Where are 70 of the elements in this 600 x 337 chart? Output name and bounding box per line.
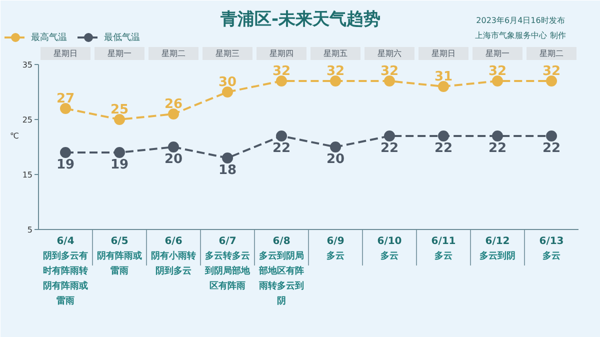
data-label: 26 — [164, 97, 183, 112]
point — [168, 108, 179, 120]
x-tick-label: 6/7 多云转多云到阴局部地区有阵雨 — [204, 236, 251, 292]
text: 星期四 — [270, 49, 294, 58]
x-tick-label: 6/10 多云 — [377, 236, 402, 262]
point — [60, 103, 71, 114]
legend-label: 最高气温 — [31, 32, 67, 44]
point — [222, 86, 233, 98]
text: 星期二 — [540, 49, 564, 58]
x-tick-label: 6/6 阴有小雨转阴到多云 — [151, 236, 196, 276]
text: 星期二 — [162, 49, 186, 58]
x-tick-label: 6/4 阴到多云有时有阵雨转阴有阵雨或雷雨 — [43, 236, 88, 306]
point — [114, 114, 125, 125]
x-tick-label: 6/5 阴有阵雨或雷雨 — [97, 236, 142, 276]
data-label: 27 — [56, 92, 75, 106]
x-tick-label: 6/12 多云到阴 — [480, 236, 516, 262]
data-label: 30 — [218, 75, 237, 90]
y-axis-title: ℃ — [10, 132, 20, 140]
text: 星期日 — [54, 49, 78, 58]
point — [384, 130, 395, 142]
y-tick-label: 25 — [22, 116, 33, 124]
point — [546, 76, 557, 86]
text: 星期一 — [108, 49, 132, 58]
point — [438, 130, 449, 142]
text: 上海市气象服务中心 制作 — [475, 31, 566, 40]
data-label: 22 — [434, 141, 453, 156]
data-label: 32 — [272, 64, 291, 79]
text: 星期日 — [432, 49, 456, 58]
point — [492, 130, 503, 142]
point — [276, 76, 287, 86]
point — [276, 130, 287, 142]
data-label: 19 — [110, 158, 129, 172]
text: 星期五 — [324, 49, 348, 58]
data-label: 31 — [434, 70, 453, 84]
point — [384, 76, 395, 86]
point — [168, 142, 179, 152]
data-label: 22 — [542, 141, 561, 156]
chart-title: 青浦区-未来天气趋势 — [219, 10, 381, 30]
point — [330, 142, 341, 152]
data-label: 20 — [326, 152, 345, 167]
data-label: 25 — [110, 102, 129, 118]
x-tick-label: 6/9 多云 — [326, 236, 344, 262]
text: 星期三 — [216, 49, 240, 58]
point — [492, 76, 503, 86]
data-label: 32 — [488, 64, 507, 79]
data-label: 22 — [272, 141, 291, 156]
data-label: 32 — [326, 64, 345, 79]
point — [438, 81, 449, 92]
x-tick-label: 6/13 多云 — [539, 236, 564, 262]
point — [546, 130, 557, 142]
point — [114, 147, 125, 158]
y-tick-label: 5 — [27, 226, 33, 234]
x-tick-label: 6/8 多云到阴局部地区有阵雨转多云到阴 — [258, 236, 304, 306]
point — [222, 152, 233, 164]
chart-subtitle: 2023年6月4日16时发布 — [476, 16, 565, 25]
point — [60, 147, 71, 158]
y-tick-label: 15 — [22, 170, 33, 180]
text: 星期一 — [486, 49, 510, 58]
data-label: 22 — [488, 141, 507, 156]
data-label: 20 — [164, 152, 183, 167]
data-label: 18 — [218, 163, 237, 178]
y-tick-label: 35 — [22, 60, 33, 70]
data-label: 32 — [380, 64, 399, 79]
data-label: 22 — [380, 141, 399, 156]
x-tick-label: 6/11 多云 — [431, 236, 456, 262]
data-label: 32 — [542, 64, 561, 79]
text: 星期六 — [378, 49, 402, 58]
legend-label: 最低气温 — [104, 32, 140, 44]
data-label: 19 — [56, 158, 75, 172]
point — [330, 76, 341, 86]
